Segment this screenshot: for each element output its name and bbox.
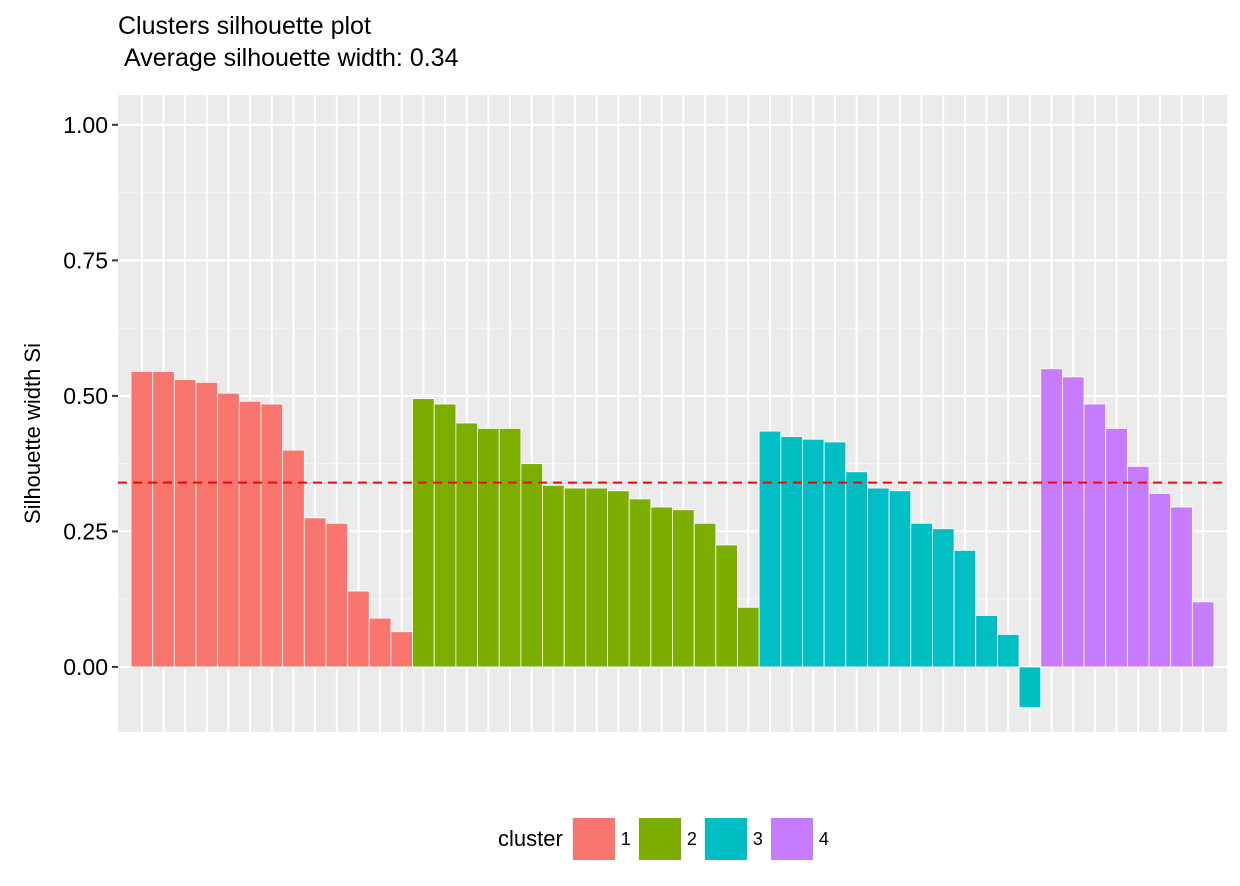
y-axis-label: Silhouette width Si	[20, 343, 45, 524]
chart-title-block: Clusters silhouette plot Average silhoue…	[118, 10, 459, 74]
y-tick-label: 0.00	[63, 654, 108, 680]
bar-cluster-3	[823, 441, 847, 668]
bar-cluster-2	[455, 422, 478, 668]
bar-cluster-2	[412, 398, 435, 668]
y-tick-label: 0.25	[63, 518, 108, 544]
bar-cluster-1	[303, 517, 327, 668]
bar-cluster-3	[975, 615, 998, 668]
bar-cluster-4	[1126, 465, 1150, 668]
bar-cluster-3	[888, 490, 912, 668]
bar-cluster-2	[542, 484, 565, 668]
legend-key-3	[704, 818, 747, 860]
bar-cluster-3	[780, 436, 803, 668]
bar-cluster-1	[195, 381, 219, 668]
legend-item-1: 1	[572, 818, 631, 860]
bar-cluster-2	[607, 490, 630, 668]
chart-subtitle: Average silhouette width: 0.34	[124, 44, 459, 72]
bar-cluster-3	[802, 438, 825, 668]
y-tick-label: 0.50	[63, 383, 108, 409]
bar-cluster-4	[1061, 376, 1085, 668]
legend-label-4: 4	[818, 828, 829, 849]
bar-cluster-2	[585, 487, 608, 668]
bar-cluster-1	[260, 403, 284, 668]
legend-label-3: 3	[752, 828, 763, 849]
legend-key-4	[770, 818, 813, 860]
bar-cluster-4	[1191, 601, 1215, 668]
bar-cluster-2	[672, 509, 695, 668]
bar-cluster-1	[325, 522, 348, 668]
bar-cluster-1	[347, 590, 370, 668]
bar-cluster-3	[758, 430, 782, 668]
bar-cluster-1	[173, 379, 197, 668]
bar-cluster-2	[650, 506, 673, 668]
legend-key-1	[572, 818, 615, 860]
bar-cluster-2	[737, 606, 760, 668]
bar-cluster-3	[932, 528, 955, 668]
y-tick-label: 0.75	[63, 247, 108, 273]
bar-cluster-1	[238, 400, 262, 668]
bar-cluster-1	[130, 371, 154, 668]
legend-label-2: 2	[686, 828, 697, 849]
bar-cluster-3	[997, 634, 1020, 668]
legend-item-2: 2	[638, 818, 697, 860]
legend-title: cluster	[498, 826, 563, 851]
bar-cluster-4	[1040, 368, 1063, 668]
bar-cluster-4	[1170, 506, 1193, 668]
bar-cluster-2	[715, 544, 738, 668]
bar-cluster-2	[477, 428, 500, 668]
bar-cluster-4	[1148, 493, 1172, 668]
legend-label-1: 1	[620, 828, 631, 849]
bar-cluster-4	[1105, 428, 1128, 668]
bar-cluster-1	[368, 617, 392, 668]
legend-item-3: 3	[704, 818, 763, 860]
bar-cluster-2	[693, 522, 717, 668]
legend-key-2	[638, 818, 681, 860]
bar-cluster-3	[953, 549, 977, 668]
bar-cluster-3	[910, 522, 933, 668]
bar-cluster-2	[433, 403, 457, 668]
bar-cluster-2	[563, 487, 587, 668]
bar-cluster-4	[1083, 403, 1107, 668]
bar-cluster-2	[628, 498, 652, 668]
bar-cluster-1	[217, 392, 240, 668]
bar-cluster-3	[845, 471, 868, 668]
y-tick-label: 1.00	[63, 112, 108, 138]
bar-cluster-1	[152, 371, 175, 668]
bar-cluster-3	[1018, 666, 1042, 709]
bar-cluster-2	[520, 463, 543, 668]
bar-cluster-2	[498, 428, 522, 668]
bar-cluster-3	[867, 487, 890, 668]
legend: cluster 1 2 3 4	[498, 818, 837, 860]
bar-cluster-1	[390, 631, 413, 668]
chart-title: Clusters silhouette plot	[118, 12, 371, 40]
legend-item-4: 4	[770, 818, 829, 860]
